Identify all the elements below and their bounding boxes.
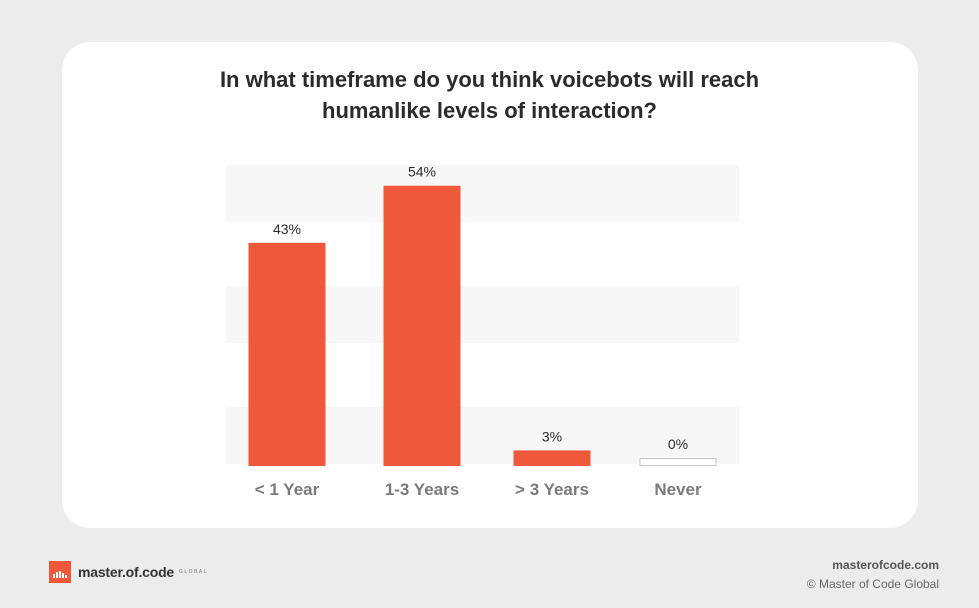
bar (248, 242, 326, 466)
data-label: 54% (408, 164, 436, 180)
copyright-text: © Master of Code Global (806, 577, 939, 591)
brand-suffix: GLOBAL (179, 569, 209, 575)
grid-band (226, 165, 739, 222)
brand-name: master.of.code (78, 564, 175, 580)
data-label: 43% (273, 221, 301, 237)
x-tick-label: 1-3 Years (385, 480, 459, 499)
data-label: 0% (668, 436, 688, 452)
x-tick-label: < 1 Year (255, 480, 320, 499)
chart-title: In what timeframe do you think voicebots… (0, 64, 979, 126)
brand-logo: master.of.code GLOBAL (49, 561, 208, 583)
bar (383, 185, 461, 467)
x-tick-label: > 3 Years (515, 480, 589, 499)
x-tick-label: Never (654, 480, 702, 499)
bar (639, 458, 717, 466)
bar (513, 450, 591, 466)
chart-title-line-1: In what timeframe do you think voicebots… (219, 67, 760, 92)
data-label: 3% (542, 428, 562, 444)
master-of-code-logo-icon (49, 561, 71, 583)
footer-credits: masterofcode.com © Master of Code Global (807, 556, 939, 594)
website-link[interactable]: masterofcode.com (832, 558, 939, 572)
chart-title-line-2: humanlike levels of interaction? (322, 98, 657, 123)
